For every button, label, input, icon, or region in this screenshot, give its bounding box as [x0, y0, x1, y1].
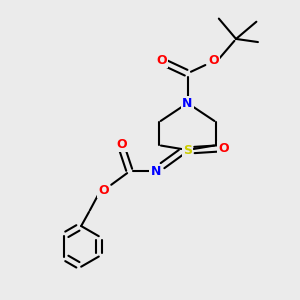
Text: N: N	[150, 165, 161, 178]
Text: O: O	[208, 54, 219, 67]
Text: N: N	[182, 97, 193, 110]
Text: O: O	[116, 138, 127, 151]
Text: O: O	[156, 54, 167, 67]
Text: S: S	[183, 143, 192, 157]
Text: O: O	[98, 184, 109, 197]
Text: O: O	[218, 142, 229, 155]
